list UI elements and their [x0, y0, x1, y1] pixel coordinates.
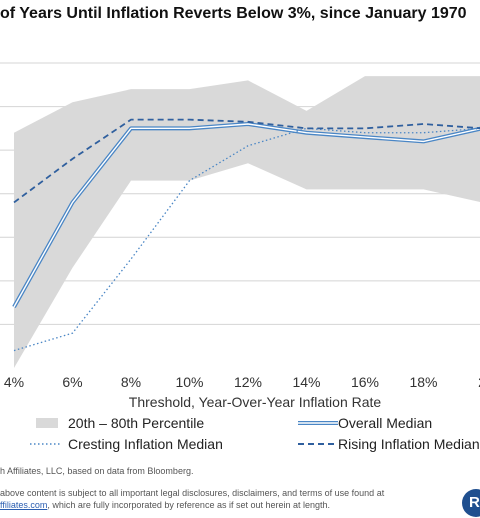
series-layer — [12, 118, 480, 352]
legend-swatch-cresting — [30, 443, 60, 445]
legend-item-cresting-median: Cresting Inflation Median — [0, 435, 240, 455]
legend-item-rising-median: Rising Inflation Median — [290, 435, 480, 455]
disclaimer-text-line2: ffiliates.com, which are fully incorpora… — [0, 500, 330, 510]
legend-swatch-overall — [298, 421, 338, 425]
x-tick-label: 6% — [62, 374, 82, 390]
legend-swatch-band — [36, 418, 58, 428]
x-tick-label: 10% — [175, 374, 203, 390]
brand-logo-badge: R — [462, 489, 480, 517]
disclaimer-link[interactable]: ffiliates.com — [0, 500, 48, 510]
legend-label-band: 20th – 80th Percentile — [68, 415, 205, 431]
x-tick-label: 14% — [292, 374, 320, 390]
x-axis-title: Threshold, Year-Over-Year Inflation Rate — [128, 394, 382, 410]
series-line-cresting-inflation-median — [13, 127, 480, 352]
x-tick-label: 4% — [4, 374, 24, 390]
chart-title: of Years Until Inflation Reverts Below 3… — [0, 5, 467, 22]
legend-item-overall-median: Overall Median — [290, 414, 480, 434]
x-tick-label: 8% — [121, 374, 141, 390]
x-tick-label: 16% — [351, 374, 379, 390]
disclaimer-rest: , which are fully incorporated by refere… — [47, 500, 331, 510]
x-axis-tick-labels: 4% 6% 8% 10% 12% 14% 16% 18% 2 — [4, 374, 480, 390]
x-tick-label: 2 — [478, 374, 480, 390]
legend-label-rising: Rising Inflation Median — [338, 436, 480, 452]
percentile-band — [14, 76, 480, 368]
x-tick-label: 18% — [409, 374, 437, 390]
source-note: h Affiliates, LLC, based on data from Bl… — [0, 466, 194, 476]
percentile-band-layer — [14, 76, 480, 368]
legend-item-percentile-band: 20th – 80th Percentile — [0, 414, 240, 434]
legend-label-cresting: Cresting Inflation Median — [68, 436, 223, 452]
series-line-overall-median-inner — [13, 123, 480, 308]
legend-swatch-rising — [298, 443, 338, 445]
x-tick-label: 12% — [234, 374, 262, 390]
series-line-rising-inflation-median — [13, 118, 480, 204]
disclaimer-text: above content is subject to all importan… — [0, 488, 385, 498]
legend-label-overall: Overall Median — [338, 415, 433, 431]
